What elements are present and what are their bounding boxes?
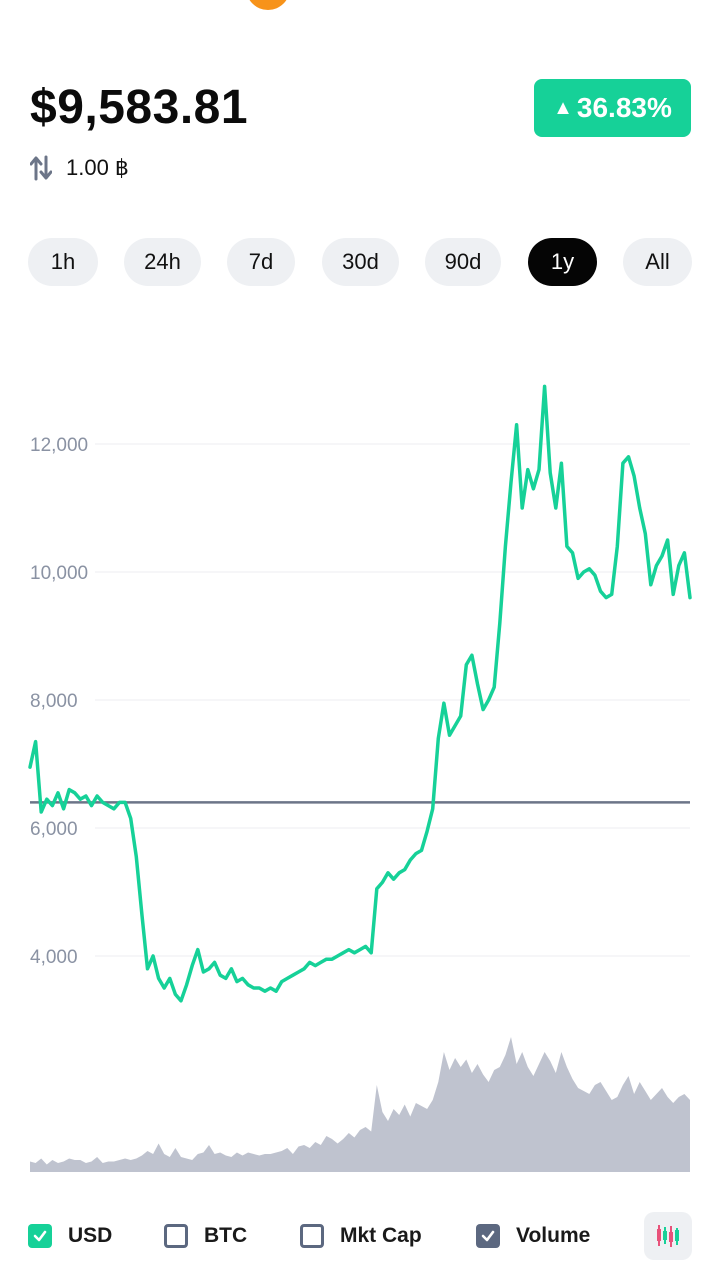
tab-90d[interactable]: 90d (425, 238, 501, 286)
star-icon[interactable] (28, 0, 58, 8)
current-price: $9,583.81 (30, 81, 249, 134)
conversion-value: 1.00 ฿ (66, 155, 129, 180)
volume-checkbox[interactable] (476, 1224, 500, 1248)
btc-label: BTC (204, 1224, 248, 1247)
volume-label: Volume (516, 1224, 591, 1247)
tab-7d[interactable]: 7d (227, 238, 295, 286)
time-range-tabs: 1h 24h 7d 30d 90d 1y All (28, 238, 692, 286)
btc-checkbox[interactable] (164, 1224, 188, 1248)
usd-label: USD (68, 1224, 113, 1247)
y-tick-label: 8,000 (30, 691, 78, 712)
tab-30d[interactable]: 30d (322, 238, 399, 286)
price-line (28, 384, 692, 1003)
price-chart[interactable]: 4,000 6,000 8,000 10,000 12,000 (0, 380, 720, 1180)
price-change-badge: ▲ 36.83% (534, 79, 691, 137)
y-tick-label: 4,000 (30, 947, 78, 968)
bitcoin-coin-icon (246, 0, 290, 10)
swap-icon[interactable] (29, 155, 53, 181)
up-arrow-icon: ▲ (553, 96, 573, 119)
tab-1h[interactable]: 1h (28, 238, 98, 286)
tab-24h[interactable]: 24h (124, 238, 201, 286)
mkt-cap-label: Mkt Cap (340, 1224, 422, 1247)
chart-legend: USD BTC Mkt Cap Volume (0, 1210, 720, 1264)
legend-volume[interactable]: Volume (476, 1222, 590, 1250)
price-change-value: 36.83% (576, 92, 672, 123)
legend-btc[interactable]: BTC (164, 1222, 247, 1250)
usd-checkbox[interactable] (28, 1224, 52, 1248)
legend-mkt-cap[interactable]: Mkt Cap (300, 1222, 422, 1250)
tab-all[interactable]: All (623, 238, 692, 286)
mkt-cap-checkbox[interactable] (300, 1224, 324, 1248)
volume-area (30, 1037, 690, 1172)
legend-usd[interactable]: USD (28, 1222, 112, 1250)
tab-1y[interactable]: 1y (528, 238, 597, 286)
candlestick-icon (657, 1225, 679, 1247)
candlestick-toggle-button[interactable] (644, 1212, 692, 1260)
y-tick-label: 10,000 (30, 563, 88, 584)
y-tick-label: 6,000 (30, 819, 78, 840)
conversion-row[interactable]: 1.00 ฿ (29, 152, 129, 184)
y-tick-label: 12,000 (30, 435, 88, 456)
